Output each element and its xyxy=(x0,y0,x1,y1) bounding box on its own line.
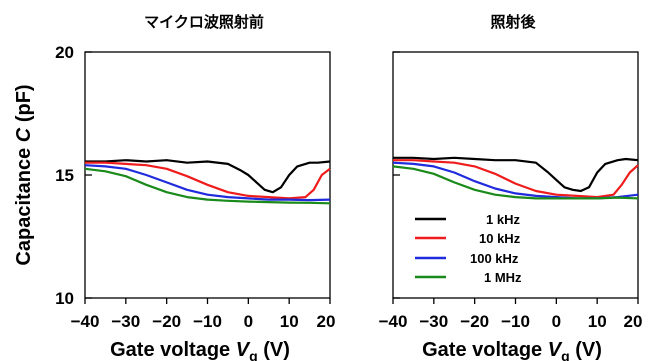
y-tick-label: 15 xyxy=(55,166,74,185)
legend-label: 10 kHz xyxy=(479,231,521,246)
x-tick-label: 20 xyxy=(624,312,643,331)
x-axis-label: Gate voltage Vg (V) xyxy=(422,339,602,361)
panel-after: 照射後 −40 −30 −20 −10 0 10 20 Gate voltage… xyxy=(379,13,643,361)
y-axis-label: Capacitance C (pF) xyxy=(13,84,35,265)
series-line-1-khz xyxy=(393,156,639,193)
series-line-1-mhz xyxy=(84,167,331,205)
legend: 1 kHz 10 kHz 100 kHz 1 MHz xyxy=(415,212,522,285)
ticks xyxy=(84,51,331,304)
x-tick-label: 10 xyxy=(588,312,607,331)
x-tick-label: 0 xyxy=(552,312,561,331)
legend-label: 1 MHz xyxy=(484,270,522,285)
x-tick-label: −30 xyxy=(419,312,448,331)
x-tick-label: 10 xyxy=(280,312,299,331)
legend-label: 100 kHz xyxy=(470,251,519,266)
series-line-100-khz xyxy=(84,164,331,202)
series-line-1-mhz xyxy=(392,165,639,200)
x-tick-label: −20 xyxy=(152,312,181,331)
panel-title-after: 照射後 xyxy=(490,13,536,31)
x-tick-label: −40 xyxy=(71,312,100,331)
y-tick-label: 10 xyxy=(55,289,74,308)
x-tick-label: −30 xyxy=(111,312,140,331)
curves xyxy=(392,156,639,200)
x-tick-label: −20 xyxy=(460,312,489,331)
legend-label: 1 kHz xyxy=(486,212,520,227)
x-tick-label: −10 xyxy=(501,312,530,331)
panel-title-before: マイクロ波照射前 xyxy=(144,13,264,31)
x-tick-label: −40 xyxy=(379,312,408,331)
curves xyxy=(84,159,331,205)
series-line-10-khz xyxy=(85,161,331,200)
series-line-1-khz xyxy=(85,159,331,194)
x-tick-label: 20 xyxy=(317,312,336,331)
x-tick-label: −10 xyxy=(193,312,222,331)
x-axis-label: Gate voltage Vg (V) xyxy=(110,339,290,361)
x-tick-label: 0 xyxy=(244,312,253,331)
panel-before: マイクロ波照射前 20 15 10 −40 −30 −20 −10 0 10 2… xyxy=(13,13,335,361)
series-line-10-khz xyxy=(393,159,639,199)
ticks xyxy=(392,51,639,304)
y-tick-label: 20 xyxy=(55,43,74,62)
